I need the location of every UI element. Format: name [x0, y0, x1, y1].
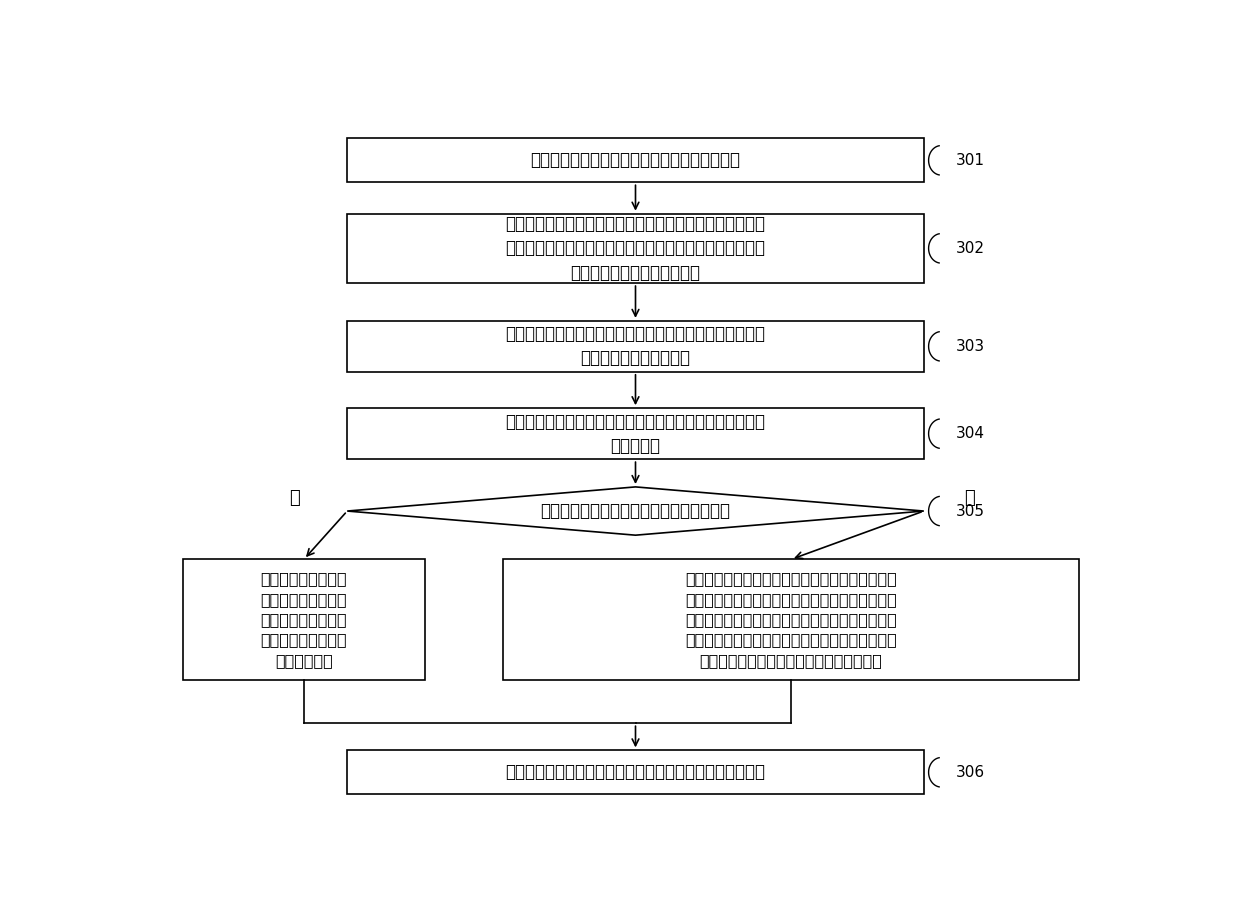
Text: 控制芯片在接收到外部发来的切换指令时，确定四通阀的当
前开关状态: 控制芯片在接收到外部发来的切换指令时，确定四通阀的当 前开关状态	[506, 412, 765, 455]
Bar	[347, 408, 924, 459]
Text: 控制芯片确定四通阀对应的电流滞后电压相位角: 控制芯片确定四通阀对应的电流滞后电压相位角	[531, 151, 740, 170]
Text: 在接收到切换指令接
收之后、检测电路发
来的第一个电源过零
点时，向继电器发送
导通控制信号: 在接收到切换指令接 收之后、检测电路发 来的第一个电源过零 点时，向继电器发送 …	[260, 572, 347, 668]
Text: 控制芯片判断当前开关状态是否为关断状态: 控制芯片判断当前开关状态是否为关断状态	[541, 502, 730, 520]
Bar	[347, 321, 924, 372]
Text: 检测电路实时采集交流电源的每一个电源过零点，及各个电
源过零点时的电源频率，并将采集到的每一个电源过零点和
电源频率实时发送给控制芯片: 检测电路实时采集交流电源的每一个电源过零点，及各个电 源过零点时的电源频率，并将…	[506, 215, 765, 281]
Bar	[347, 214, 924, 283]
Text: 是: 是	[289, 490, 300, 507]
Text: 305: 305	[956, 503, 985, 518]
Text: 302: 302	[956, 241, 985, 256]
Polygon shape	[347, 487, 924, 535]
Text: 306: 306	[956, 765, 985, 780]
Bar	[347, 138, 924, 183]
Bar	[347, 751, 924, 795]
Bar	[182, 560, 425, 680]
Text: 304: 304	[956, 426, 985, 441]
Text: 否: 否	[965, 490, 976, 507]
Text: 303: 303	[956, 339, 985, 354]
Text: 控制芯片实时接收检测电路发来的每一个电源过零点及各个
电源过零点时的电源频率: 控制芯片实时接收检测电路发来的每一个电源过零点及各个 电源过零点时的电源频率	[506, 325, 765, 368]
Text: 在接收到切换指令接收之后、检测电路发来的第一
个电源过零点时，根据电流滞后电压相位角、该第
一个电源过零点、该第一个电源过零点时交流电源
的目标电源频率，确定延: 在接收到切换指令接收之后、检测电路发来的第一 个电源过零点时，根据电流滞后电压相…	[686, 572, 897, 668]
Text: 继电器在接收到控制芯片发来的控制信号时，执行控制信号: 继电器在接收到控制芯片发来的控制信号时，执行控制信号	[506, 763, 765, 781]
Text: 301: 301	[956, 153, 985, 168]
Bar	[503, 560, 1080, 680]
